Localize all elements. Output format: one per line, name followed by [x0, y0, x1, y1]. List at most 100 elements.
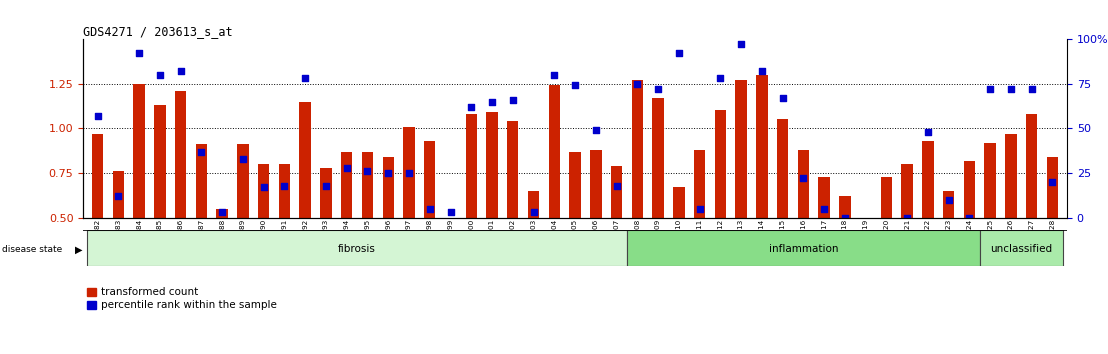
- Point: [296, 75, 314, 81]
- Bar: [964, 160, 975, 218]
- Point: [837, 215, 854, 221]
- Point: [193, 149, 211, 154]
- Point: [732, 41, 750, 47]
- Bar: [154, 105, 165, 218]
- Point: [670, 50, 688, 56]
- Bar: [486, 112, 497, 218]
- Bar: [653, 98, 664, 218]
- Point: [1044, 179, 1061, 185]
- Bar: [694, 150, 706, 218]
- Bar: [88, 230, 627, 266]
- Text: unclassified: unclassified: [991, 244, 1053, 253]
- Point: [1002, 86, 1019, 92]
- Bar: [175, 91, 186, 218]
- Bar: [1005, 134, 1017, 218]
- Point: [587, 127, 605, 133]
- Bar: [979, 230, 1063, 266]
- Bar: [196, 144, 207, 218]
- Bar: [548, 85, 560, 218]
- Bar: [92, 134, 103, 218]
- Point: [359, 169, 377, 174]
- Point: [628, 81, 646, 86]
- Point: [421, 206, 439, 212]
- Point: [607, 183, 625, 188]
- Bar: [570, 152, 581, 218]
- Point: [400, 170, 418, 176]
- Point: [815, 206, 833, 212]
- Point: [856, 220, 874, 226]
- Bar: [341, 152, 352, 218]
- Bar: [674, 187, 685, 218]
- Bar: [465, 114, 476, 218]
- Bar: [403, 126, 414, 218]
- Bar: [320, 168, 331, 218]
- Bar: [611, 166, 623, 218]
- Point: [338, 165, 356, 171]
- Point: [794, 176, 812, 181]
- Point: [525, 210, 543, 215]
- Bar: [756, 75, 768, 218]
- Bar: [527, 191, 540, 218]
- Bar: [258, 164, 269, 218]
- Point: [172, 68, 189, 74]
- Text: inflammation: inflammation: [769, 244, 838, 253]
- Bar: [424, 141, 435, 218]
- Point: [462, 104, 480, 110]
- Point: [899, 215, 916, 221]
- Text: fibrosis: fibrosis: [338, 244, 376, 253]
- Point: [649, 86, 667, 92]
- Bar: [819, 177, 830, 218]
- Bar: [860, 218, 871, 219]
- Bar: [362, 152, 373, 218]
- Bar: [382, 157, 394, 218]
- Bar: [985, 143, 996, 218]
- Bar: [902, 164, 913, 218]
- Point: [919, 129, 936, 135]
- Point: [940, 197, 957, 202]
- Point: [317, 183, 335, 188]
- Point: [255, 184, 273, 190]
- Bar: [839, 196, 851, 218]
- Point: [89, 113, 106, 119]
- Bar: [237, 144, 248, 218]
- Bar: [299, 102, 311, 218]
- Bar: [627, 230, 979, 266]
- Bar: [1026, 114, 1037, 218]
- Point: [110, 193, 127, 199]
- Text: GDS4271 / 203613_s_at: GDS4271 / 203613_s_at: [83, 25, 233, 38]
- Point: [773, 95, 791, 101]
- Point: [1023, 86, 1040, 92]
- Point: [545, 72, 563, 78]
- Point: [711, 75, 729, 81]
- Bar: [736, 80, 747, 218]
- Bar: [507, 121, 519, 218]
- Bar: [1047, 157, 1058, 218]
- Point: [504, 97, 522, 103]
- Point: [753, 68, 771, 74]
- Point: [690, 206, 708, 212]
- Point: [878, 227, 895, 233]
- Point: [982, 86, 999, 92]
- Point: [442, 210, 460, 215]
- Text: ▶: ▶: [75, 245, 83, 255]
- Point: [276, 183, 294, 188]
- Bar: [591, 150, 602, 218]
- Point: [234, 156, 252, 161]
- Point: [483, 99, 501, 104]
- Bar: [133, 84, 145, 218]
- Point: [379, 170, 397, 176]
- Legend: transformed count, percentile rank within the sample: transformed count, percentile rank withi…: [83, 283, 280, 315]
- Bar: [632, 80, 643, 218]
- Point: [151, 72, 168, 78]
- Bar: [777, 119, 788, 218]
- Point: [131, 50, 148, 56]
- Bar: [881, 177, 892, 218]
- Bar: [216, 209, 228, 218]
- Bar: [798, 150, 809, 218]
- Bar: [943, 191, 954, 218]
- Text: disease state: disease state: [2, 245, 62, 254]
- Bar: [113, 171, 124, 218]
- Point: [214, 210, 232, 215]
- Bar: [279, 164, 290, 218]
- Bar: [715, 110, 726, 218]
